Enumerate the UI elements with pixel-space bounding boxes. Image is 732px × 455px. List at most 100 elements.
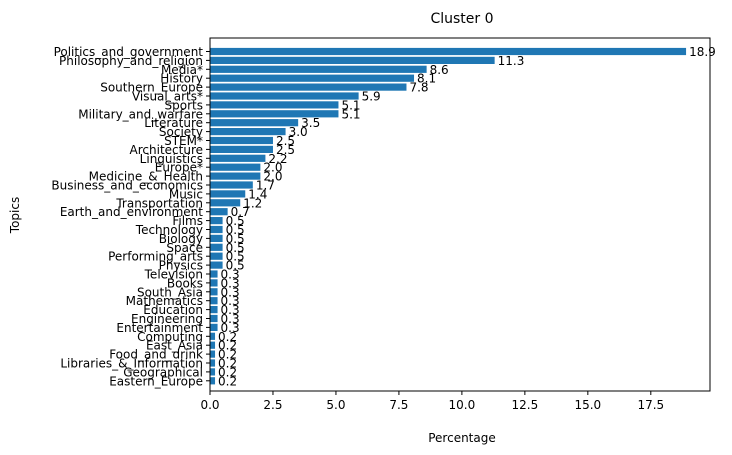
bar-value-label: 0.3 [221, 285, 240, 299]
x-tick-label: 15.0 [574, 398, 601, 412]
bar [210, 314, 218, 323]
y-tick-label: Biology [159, 232, 203, 246]
bar-value-label: 3.0 [289, 125, 308, 139]
y-tick-label: Geographical [123, 365, 203, 379]
y-tick-label: Transportation [115, 196, 203, 210]
bar-value-label: 5.1 [341, 98, 360, 112]
bar-value-label: 18.9 [689, 45, 716, 59]
bar-value-label: 0.3 [221, 268, 240, 282]
bar [210, 172, 261, 180]
bar-value-label: 7.8 [409, 81, 428, 95]
bar [210, 92, 359, 100]
bar-value-label: 0.2 [218, 348, 237, 362]
y-tick-label: Philosophy_and_religion [59, 54, 203, 68]
x-tick-label: 0.0 [200, 398, 219, 412]
y-tick-label: Physics [159, 259, 203, 273]
bar [210, 261, 223, 269]
bar [210, 154, 266, 162]
bar-value-label: 0.3 [221, 303, 240, 317]
bar [210, 74, 415, 82]
bar-value-label: 0.2 [218, 339, 237, 353]
y-tick-label: Linguistics [140, 152, 203, 166]
bar-value-label: 0.5 [226, 214, 245, 228]
x-ticks: 0.0 2.5 5.0 7.5 10.0 12.5 15.0 17.5 [200, 391, 664, 412]
y-tick-label: Europe* [155, 161, 203, 175]
y-tick-label: Society [159, 125, 203, 139]
bar [210, 47, 687, 56]
bar-value-label: 0.5 [226, 250, 245, 264]
bar-value-label: 2.5 [276, 143, 295, 157]
bar-value-label: 11.3 [498, 54, 525, 68]
y-tick-label: Earth_and_environment [60, 205, 203, 219]
bar-value-label: 5.1 [341, 107, 360, 121]
y-tick-labels: Politics_and_governmentPhilosophy_and_re… [51, 45, 210, 388]
bar-value-label: 0.3 [221, 321, 240, 335]
bar-value-label: 1.2 [243, 196, 262, 210]
x-tick-label: 17.5 [637, 398, 664, 412]
bar [210, 199, 241, 207]
y-tick-label: East_Asia [146, 339, 203, 353]
y-tick-label: Technology [135, 223, 203, 237]
y-tick-label: Business_and_economics [51, 179, 203, 193]
x-tick-label: 7.5 [389, 398, 408, 412]
bar [210, 163, 261, 171]
bar [210, 332, 216, 340]
y-tick-label: Television [144, 268, 203, 282]
y-tick-label: Entertainment [116, 321, 203, 335]
bars-group: 18.911.38.68.17.85.95.15.13.53.02.52.52.… [210, 45, 716, 388]
y-tick-label: Music [169, 187, 203, 201]
bar [210, 368, 216, 376]
y-tick-label: Food_and_drink [109, 348, 203, 362]
bar [210, 359, 216, 367]
bar [210, 101, 339, 109]
bar [210, 181, 253, 189]
bar [210, 288, 218, 296]
y-tick-label: Performing_arts [108, 250, 203, 264]
bar-value-label: 0.2 [218, 357, 237, 371]
y-tick-label: Computing [137, 330, 203, 344]
bar-value-label: 8.6 [430, 63, 449, 77]
bar-value-label: 0.5 [226, 223, 245, 237]
bar-value-label: 0.2 [218, 374, 237, 388]
bar-value-label: 0.5 [226, 241, 245, 255]
bar [210, 243, 223, 251]
bar-value-label: 3.5 [301, 116, 320, 130]
bar-value-label: 0.5 [226, 232, 245, 246]
y-tick-label: Libraries_&_Information [60, 357, 203, 371]
bar [210, 145, 273, 153]
bar-value-label: 8.1 [417, 72, 436, 86]
y-tick-label: Visual_arts* [132, 90, 203, 104]
bar [210, 217, 223, 225]
bar [210, 83, 407, 91]
bar [210, 56, 495, 64]
chart-title: Cluster 0 [430, 11, 493, 27]
x-tick-label: 12.5 [512, 398, 539, 412]
bar-value-label: 2.0 [263, 161, 282, 175]
bar [210, 65, 427, 73]
y-tick-label: Politics_and_government [54, 45, 204, 59]
bar [210, 252, 223, 260]
y-tick-label: South_Asia [137, 285, 203, 299]
bar-value-label: 2.2 [268, 152, 287, 166]
y-tick-label: STEM* [164, 134, 203, 148]
x-axis-title: Percentage [428, 431, 496, 445]
y-tick-label: Mathematics [126, 294, 203, 308]
bar-value-label: 1.4 [248, 187, 267, 201]
bar-value-label: 2.5 [276, 134, 295, 148]
x-tick-label: 10.0 [449, 398, 476, 412]
y-tick-label: Education [143, 303, 203, 317]
x-tick-label: 5.0 [326, 398, 345, 412]
y-tick-label: Films [172, 214, 203, 228]
bar-value-label: 0.3 [221, 312, 240, 326]
y-tick-label: Architecture [130, 143, 203, 157]
y-tick-label: Eastern_Europe [109, 374, 203, 388]
bar [210, 128, 286, 136]
y-tick-label: Medicine_&_Health [89, 170, 203, 184]
y-tick-label: Sports [165, 98, 203, 112]
bar [210, 136, 273, 145]
bar [210, 350, 216, 358]
y-tick-label: Literature [144, 116, 203, 130]
x-tick-label: 2.5 [263, 398, 282, 412]
bar [210, 119, 299, 127]
